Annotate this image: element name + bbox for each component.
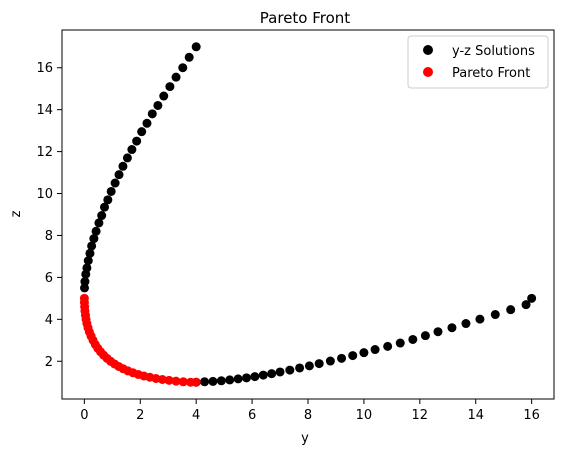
legend-label-pareto: Pareto Front [452, 66, 530, 81]
solution-point [159, 91, 169, 101]
x-tick-label: 6 [248, 408, 256, 423]
x-tick-label: 2 [136, 408, 144, 423]
pareto-point [157, 375, 167, 385]
solution-point [395, 338, 405, 348]
solution-point [171, 72, 181, 82]
solution-point [285, 365, 295, 375]
solution-point [433, 327, 443, 337]
solution-point [242, 373, 251, 383]
legend-marker-pareto [423, 67, 433, 77]
y-axis-label: z [9, 210, 24, 217]
solution-point [475, 314, 485, 324]
pareto-point [171, 376, 181, 386]
solution-point [153, 100, 163, 110]
x-tick-label: 4 [192, 408, 200, 423]
solution-point [106, 186, 116, 196]
y-tick-label: 10 [36, 187, 53, 202]
solution-point [359, 348, 369, 358]
solution-point [370, 345, 380, 355]
solution-point [97, 211, 107, 221]
solution-point [216, 376, 226, 386]
x-tick-label: 8 [304, 408, 312, 423]
solution-point [200, 377, 210, 387]
solution-point [103, 195, 113, 205]
solution-point [127, 145, 137, 155]
solution-point [122, 153, 132, 163]
legend-label-solutions: y-z Solutions [452, 44, 535, 59]
pareto-point [191, 377, 201, 387]
solution-point [137, 127, 147, 137]
solution-point [110, 178, 120, 188]
solution-point [408, 334, 418, 344]
solution-point [461, 319, 471, 329]
y-tick-label: 6 [45, 271, 53, 286]
solution-point [87, 241, 97, 251]
solution-point [99, 202, 109, 212]
solution-point [225, 375, 235, 385]
solution-point [118, 161, 128, 171]
solution-point [521, 300, 531, 310]
x-axis: 0 2 4 6 8 10 12 14 16 [80, 399, 540, 423]
pareto-point [178, 377, 188, 387]
solution-point [83, 256, 93, 266]
solution-point [250, 372, 260, 382]
x-tick-label: 10 [356, 408, 373, 423]
solution-point [208, 376, 218, 386]
solution-point [191, 42, 201, 52]
solution-point [81, 269, 91, 279]
solution-point [165, 82, 175, 92]
solution-point [527, 293, 537, 303]
solution-point [337, 353, 347, 363]
x-tick-label: 0 [80, 408, 88, 423]
y-tick-label: 8 [45, 229, 53, 244]
solution-point [132, 136, 142, 146]
solution-point [506, 305, 516, 315]
legend-box [407, 35, 549, 89]
solution-point [114, 170, 124, 180]
x-tick-label: 14 [467, 408, 484, 423]
solution-point [348, 351, 358, 361]
solution-point [94, 218, 104, 228]
solution-point [304, 361, 314, 371]
x-axis-label: y [301, 431, 309, 446]
solution-point [295, 363, 305, 373]
y-tick-label: 4 [45, 313, 53, 328]
solution-point [447, 323, 457, 333]
pareto-point [164, 375, 174, 385]
data-points [79, 42, 537, 387]
y-tick-label: 16 [36, 61, 53, 76]
x-tick-label: 16 [523, 408, 540, 423]
solution-point [89, 234, 99, 244]
solution-point [184, 52, 194, 62]
legend-marker-solutions [423, 45, 433, 55]
chart-title: Pareto Front [260, 9, 351, 27]
solution-point [91, 226, 101, 236]
solution-point [314, 359, 324, 369]
y-tick-label: 2 [45, 355, 53, 370]
solution-point [178, 63, 188, 73]
solution-point [85, 248, 95, 258]
x-tick-label: 12 [412, 408, 429, 423]
solution-point [80, 283, 90, 293]
solution-point [258, 370, 268, 380]
solution-point [420, 331, 430, 341]
y-axis: 2 4 6 8 10 12 14 16 [36, 61, 62, 370]
solution-point [383, 341, 393, 351]
legend: y-z Solutions Pareto Front [407, 35, 549, 89]
solution-point [267, 369, 277, 379]
solution-point [147, 109, 157, 119]
solution-point [233, 374, 243, 384]
solution-point [490, 310, 500, 320]
y-tick-label: 12 [36, 145, 53, 160]
solution-point [325, 356, 335, 366]
y-tick-label: 14 [36, 103, 53, 118]
solution-point [275, 367, 285, 377]
solution-point [142, 118, 152, 128]
